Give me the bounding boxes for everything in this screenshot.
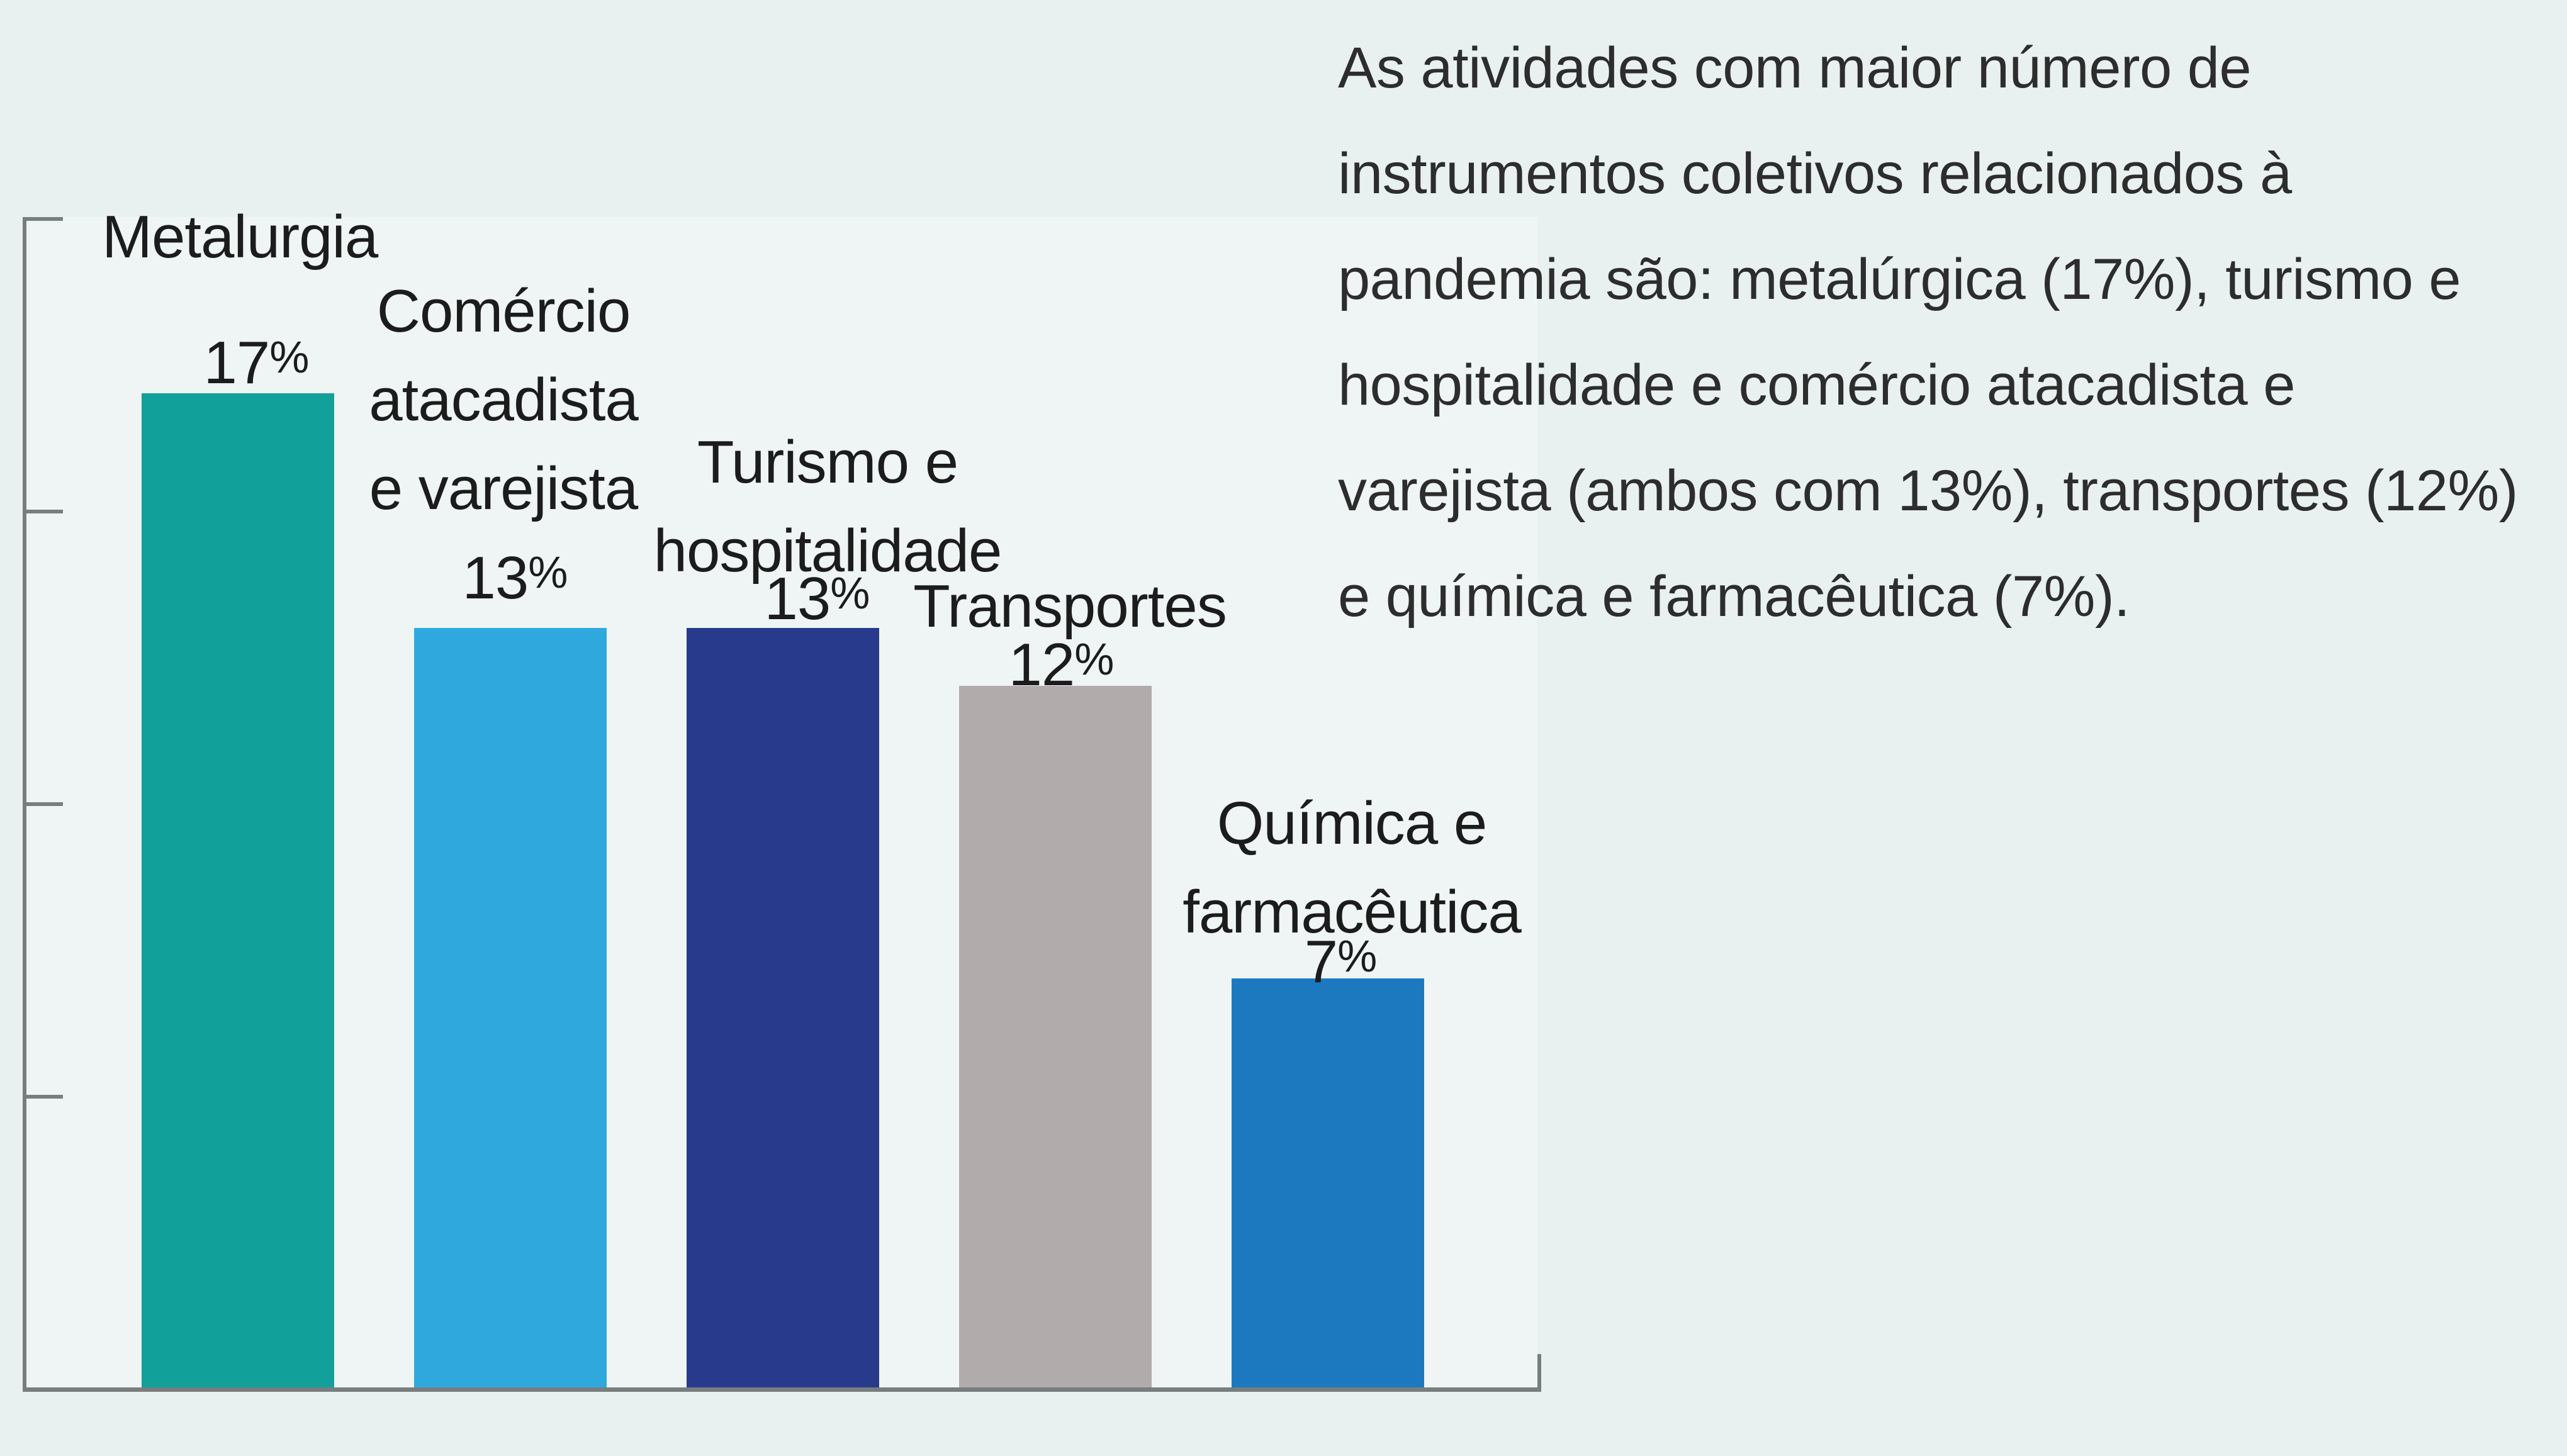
x-axis-end-tick	[1537, 1354, 1541, 1387]
bar-label-comercio: Comércio atacadista e varejista	[315, 267, 692, 533]
percent-number: 12	[1008, 631, 1076, 699]
percent-sign: %	[528, 548, 568, 598]
percent-sign: %	[269, 333, 309, 383]
summary-text-line: varejista (ambos com 13%), transportes (…	[1338, 459, 2518, 523]
bar-label-line: atacadista	[369, 366, 639, 434]
bar-value-turismo: 13%	[719, 549, 915, 643]
y-axis-tick	[26, 1095, 63, 1099]
percent-number: 17	[203, 329, 271, 397]
summary-text-line: hospitalidade e comércio atacadista e	[1338, 353, 2295, 417]
summary-text: As atividades com maior número de instru…	[1338, 15, 2518, 649]
percent-sign: %	[1337, 932, 1377, 982]
percent-number: 13	[764, 565, 831, 633]
bar-label-line: farmacêutica	[1182, 878, 1522, 946]
bar-quimica	[1232, 978, 1424, 1389]
y-axis-line	[23, 217, 26, 1392]
bar-value-quimica: 7%	[1242, 912, 1439, 1006]
bar-metalurgia	[142, 393, 334, 1389]
y-axis-tick	[26, 217, 63, 221]
summary-text-line: As atividades com maior número de	[1338, 36, 2252, 100]
bar-value-comercio: 13%	[417, 529, 613, 622]
bar-label-turismo: Turismo e hospitalidade	[639, 418, 1016, 595]
bar-label-line: Turismo e	[697, 428, 958, 496]
percent-sign: %	[830, 569, 870, 619]
bar-comercio	[414, 628, 607, 1389]
bar-label-metalurgia: Metalurgia	[102, 193, 378, 281]
bar-label-transportes: Transportes	[881, 562, 1259, 651]
bar-value-transportes: 12%	[963, 615, 1159, 709]
y-axis-tick	[26, 802, 63, 806]
percent-number: 7	[1304, 928, 1338, 996]
bar-label-line: Comércio	[376, 277, 631, 345]
summary-text-line: instrumentos coletivos relacionados à	[1338, 142, 2292, 206]
x-axis-line	[23, 1387, 1541, 1392]
summary-text-line: pandemia são: metalúrgica (17%), turismo…	[1338, 247, 2461, 311]
bar-label-line: Química e	[1216, 790, 1487, 857]
bar-label-line: Metalurgia	[102, 203, 378, 271]
bar-label-line: e varejista	[369, 455, 639, 522]
bar-label-line: Transportes	[913, 573, 1227, 640]
percent-number: 13	[462, 544, 529, 612]
bar-transportes	[959, 686, 1152, 1389]
summary-text-line: e química e farmacêutica (7%).	[1338, 564, 2130, 629]
bar-label-line: hospitalidade	[653, 517, 1003, 585]
y-axis-tick	[26, 510, 63, 513]
bar-label-quimica: Química e farmacêutica	[1163, 779, 1541, 956]
percent-sign: %	[1074, 635, 1114, 685]
bar-value-metalurgia: 17%	[158, 313, 354, 407]
bar-turismo	[687, 628, 879, 1389]
